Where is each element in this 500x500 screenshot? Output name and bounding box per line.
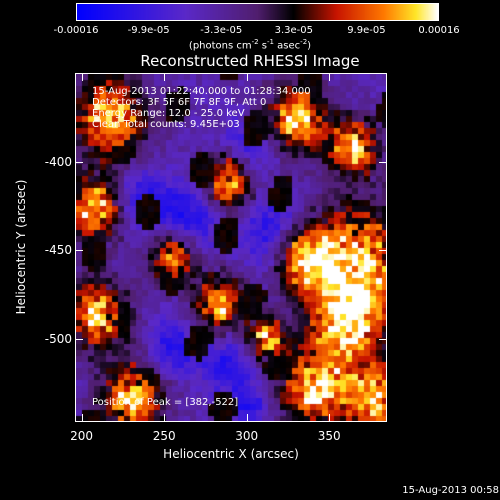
x-tick-mark [329,73,331,81]
y-tick-label: -400 [44,154,72,169]
y-tick-label: -450 [44,243,72,258]
y-axis-label: Heliocentric Y (arcsec) [14,179,28,315]
colorbar-tick-label: -9.9e-05 [127,25,170,36]
x-tick-mark [81,73,83,81]
y-tick-mark [75,250,83,252]
y-tick-label: -500 [44,331,72,346]
info-time-range: 15-Aug-2013 01:22:40.000 to 01:28:34.000 [92,86,311,97]
colorbar-tick-label: 9.9e-05 [347,25,386,36]
x-tick-mark [246,73,248,81]
image-plot: 15-Aug-2013 01:22:40.000 to 01:28:34.000… [75,73,387,422]
x-tick-label: 300 [235,429,259,443]
timestamp: 15-Aug-2013 00:58 [402,485,499,496]
colorbar-tick-label: -0.00016 [53,25,99,36]
x-tick-label: 250 [152,429,176,443]
colorbar-tick-label: 3.3e-05 [274,25,313,36]
info-detectors: Detectors: 3F 5F 6F 7F 8F 9F, Att 0 [92,97,267,108]
plot-title: Reconstructed RHESSI Image [140,52,360,70]
rhessi-heatmap [76,74,386,421]
x-tick-label: 200 [70,429,94,443]
y-tick-mark [75,338,83,340]
x-tick-mark [329,414,331,422]
colorbar-tick-label: 0.00016 [418,25,460,36]
y-tick-mark [379,338,387,340]
x-tick-mark [246,414,248,422]
info-clean-counts: Clean Total counts: 9.45E+03 [92,119,240,130]
x-tick-mark [164,414,166,422]
colorbar-tick-label: -3.3e-05 [200,25,243,36]
info-energy-range: Energy Range: 12.0 - 25.0 keV [92,108,245,119]
colorbar-units: (photons cm-2 s-1 asec-2) [188,38,312,52]
colorbar [76,3,439,21]
y-tick-mark [379,250,387,252]
y-tick-mark [75,161,83,163]
x-axis-label: Heliocentric X (arcsec) [163,447,299,461]
y-tick-mark [379,161,387,163]
peak-position: Position of Peak = [382,-522] [92,397,239,408]
x-tick-label: 350 [317,429,341,443]
x-tick-mark [81,414,83,422]
x-tick-mark [164,73,166,81]
